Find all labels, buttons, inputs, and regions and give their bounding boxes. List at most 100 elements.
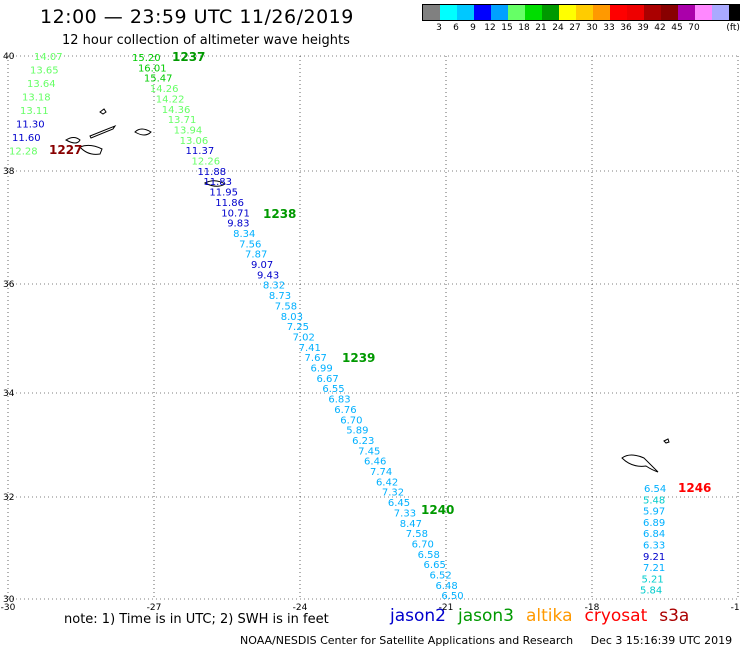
island-azores-2: [79, 144, 103, 155]
wave-height-label: 6.42: [376, 477, 398, 488]
y-tick-label: 40: [3, 52, 15, 62]
wave-height-label: 11.95: [209, 188, 238, 199]
wave-height-label: 11.83: [203, 177, 232, 188]
satellite-jason2: jason2: [390, 606, 446, 626]
satellite-cryosat: cryosat: [584, 606, 648, 626]
wave-height-label: 6.89: [643, 518, 665, 529]
island-azores-3: [89, 124, 117, 139]
wave-height-label: 15.20: [132, 53, 161, 64]
wave-height-label: 6.70: [340, 415, 362, 426]
wave-height-label: 13.18: [22, 93, 51, 104]
legend-label: 3: [436, 23, 442, 33]
color-legend: 3 6 9 12 15 18 21 24 27 30 33 36 39 42 45 70 (ft): [422, 4, 740, 35]
pass-number-1237: 1237: [172, 50, 205, 64]
legend-label: 9: [470, 23, 476, 33]
legend-swatch: [474, 5, 491, 20]
pass-number-1239: 1239: [342, 351, 375, 365]
wave-height-label: 6.55: [322, 384, 344, 395]
wave-height-label: 14.07: [34, 52, 63, 63]
legend-swatch: [593, 5, 610, 20]
satellite-legend: jason2 jason3 altika cryosat s3a: [390, 606, 701, 626]
wave-height-label: 5.89: [346, 426, 368, 437]
x-tick-label: -27: [147, 603, 162, 613]
wave-height-label: 9.43: [257, 270, 279, 281]
island-azores-1: [65, 137, 81, 144]
legend-label: 18: [518, 23, 530, 33]
island-azores-6: [203, 180, 226, 187]
credit-line: NOAA/NESDIS Center for Satellite Applica…: [240, 634, 732, 647]
wave-height-label: 7.74: [370, 467, 392, 478]
wave-height-label: 10.71: [221, 208, 250, 219]
wave-height-label: 7.25: [287, 322, 309, 333]
legend-swatch: [712, 5, 729, 20]
x-tick-label: -30: [1, 603, 16, 613]
wave-height-label: 11.37: [186, 146, 215, 157]
legend-label: 42: [654, 23, 666, 33]
wave-height-label: 6.65: [424, 560, 446, 571]
legend-label: 15: [501, 23, 513, 33]
legend-unit: (ft): [726, 23, 740, 33]
axis-ticks: -30 -27 -24 -21 -18 -15 40 38 36 34 32 30: [1, 52, 740, 613]
wave-height-label: 7.02: [293, 332, 315, 343]
legend-swatch: [610, 5, 627, 20]
wave-height-label: 6.99: [311, 364, 333, 375]
legend-swatch: [695, 5, 712, 20]
wave-height-label: 6.58: [418, 550, 440, 561]
y-tick-label: 38: [3, 167, 15, 177]
wave-height-label: 14.36: [162, 105, 191, 116]
legend-swatch: [440, 5, 457, 20]
wave-height-label: 9.21: [643, 552, 665, 563]
note-text: note: 1) Time is in UTC; 2) SWH is in fe…: [64, 612, 329, 627]
wave-height-label: 7.58: [275, 301, 297, 312]
legend-swatch: [627, 5, 644, 20]
wave-height-label: 11.88: [197, 167, 226, 178]
wave-height-label: 6.67: [316, 374, 338, 385]
legend-swatch: [559, 5, 576, 20]
satellite-altika: altika: [526, 606, 573, 626]
legend-swatch: [457, 5, 474, 20]
islands: [65, 108, 670, 473]
timestamp-text: Dec 3 15:16:39 UTC 2019: [590, 634, 733, 647]
wave-height-label: 7.87: [245, 250, 267, 261]
legend-label: 33: [603, 23, 615, 33]
wave-height-label: 11.86: [215, 198, 244, 209]
legend-label: 6: [453, 23, 459, 33]
wave-height-label: 7.33: [394, 508, 416, 519]
legend-label: 39: [637, 23, 649, 33]
x-tick-label: -15: [731, 603, 740, 613]
wave-height-label: 6.70: [412, 539, 434, 550]
wave-height-label: 7.45: [358, 446, 380, 457]
wave-height-label: 8.47: [400, 519, 422, 530]
map-title: 12:00 — 23:59 UTC 11/26/2019: [40, 6, 354, 28]
legend-labels: 3 6 9 12 15 18 21 24 27 30 33 36 39 42 45 70 (ft): [422, 21, 740, 35]
y-tick-label: 34: [3, 389, 15, 399]
island-madeira: [621, 454, 659, 473]
wave-height-label: 6.45: [388, 498, 410, 509]
legend-swatch: [644, 5, 661, 20]
island-azores-5: [134, 128, 152, 136]
wave-height-label: 5.97: [643, 507, 665, 518]
wave-height-label: 6.33: [643, 541, 665, 552]
legend-label: 70: [688, 23, 700, 33]
x-tick-label: -18: [585, 603, 600, 613]
wave-height-label: 9.83: [227, 219, 249, 230]
wave-height-label: 8.34: [233, 229, 255, 240]
legend-swatch: [661, 5, 678, 20]
wave-height-label: 13.65: [30, 66, 59, 77]
wave-height-label: 5.21: [642, 574, 664, 585]
legend-swatch: [525, 5, 542, 20]
wave-height-label: 6.48: [435, 581, 457, 592]
legend-label: 30: [586, 23, 598, 33]
wave-height-label: 8.32: [263, 281, 285, 292]
satellite-jason3: jason3: [458, 606, 514, 626]
wave-labels: 14.07 13.65 13.64 13.18 13.11 11.30 11.60 12.28…: [9, 52, 666, 602]
island-azores-4: [99, 108, 107, 115]
wave-height-label: 13.71: [168, 115, 197, 126]
legend-swatch: [576, 5, 593, 20]
map-subtitle: 12 hour collection of altimeter wave hei…: [62, 33, 350, 48]
wave-height-label: 16.01: [138, 63, 167, 74]
wave-height-label: 6.50: [441, 591, 463, 602]
legend-label: 21: [535, 23, 547, 33]
wave-height-label: 6.52: [430, 571, 452, 582]
